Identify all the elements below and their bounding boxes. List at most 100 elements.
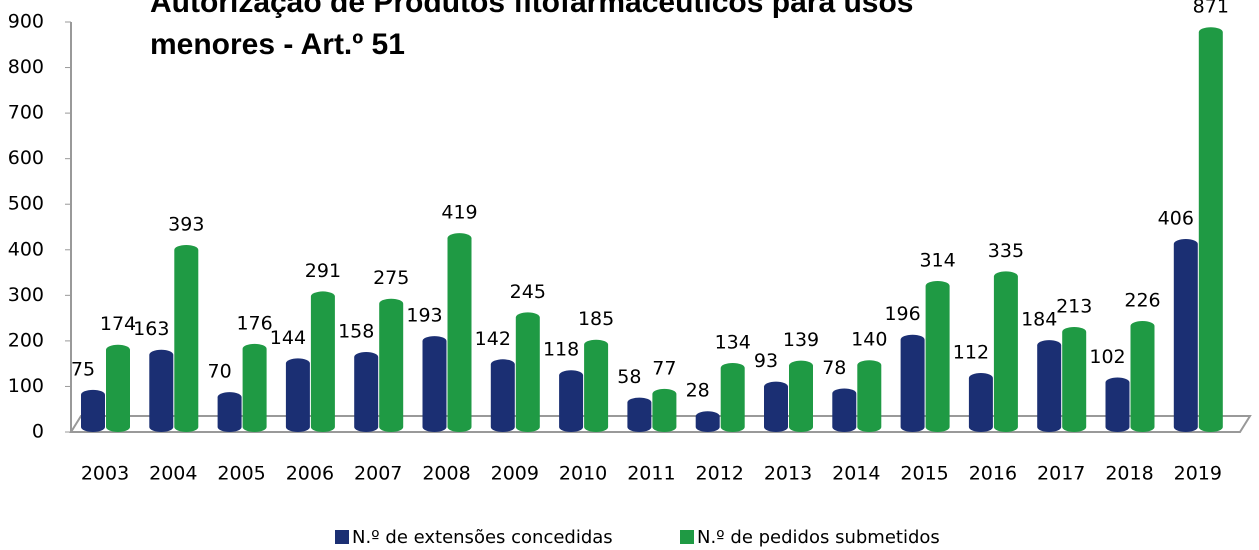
bar <box>764 381 788 432</box>
x-tick-label: 2016 <box>969 463 1017 485</box>
bar <box>857 360 882 432</box>
value-label: 134 <box>715 331 751 353</box>
value-label: 226 <box>1124 290 1160 312</box>
x-tick-label: 2009 <box>491 463 539 485</box>
bar <box>310 291 335 432</box>
value-label: 158 <box>338 321 374 343</box>
x-tick-label: 2019 <box>1174 463 1222 485</box>
bar <box>1130 321 1155 432</box>
value-label: 77 <box>652 357 676 379</box>
y-tick-label: 300 <box>8 284 44 306</box>
bar <box>174 244 199 432</box>
x-tick-label: 2004 <box>149 463 197 485</box>
bar <box>217 392 242 432</box>
legend-label: N.º de pedidos submetidos <box>697 527 940 548</box>
y-tick-label: 800 <box>8 56 44 78</box>
chart-title: Autorização de Produtos fitofarmacêutico… <box>150 0 914 19</box>
value-label: 58 <box>617 366 641 388</box>
value-label: 78 <box>822 357 846 379</box>
x-tick-label: 2010 <box>559 463 607 485</box>
bar <box>832 388 857 432</box>
bar <box>993 271 1018 432</box>
y-tick-label: 600 <box>8 147 44 169</box>
value-label: 102 <box>1089 346 1125 368</box>
value-label: 184 <box>1021 309 1057 331</box>
bar <box>900 334 925 432</box>
x-tick-label: 2006 <box>286 463 334 485</box>
x-tick-label: 2014 <box>832 463 880 485</box>
bar <box>149 349 174 432</box>
x-tick-label: 2018 <box>1105 463 1153 485</box>
value-label: 314 <box>919 249 955 271</box>
value-label: 163 <box>133 318 169 340</box>
bar <box>652 388 677 432</box>
value-label: 118 <box>543 339 579 361</box>
bar <box>81 389 105 432</box>
value-label: 393 <box>168 213 204 235</box>
bar <box>968 372 993 432</box>
y-tick-label: 400 <box>8 238 44 260</box>
bar <box>1105 377 1130 432</box>
value-label: 193 <box>406 305 442 327</box>
bar <box>789 360 813 432</box>
x-tick-label: 2013 <box>764 463 812 485</box>
bar <box>422 336 447 432</box>
bar <box>720 362 745 432</box>
value-label: 70 <box>208 361 232 383</box>
y-tick-label: 500 <box>8 193 44 215</box>
bar <box>627 397 652 432</box>
bar <box>515 312 540 432</box>
value-label: 335 <box>988 240 1024 262</box>
bar <box>925 280 950 432</box>
x-tick-label: 2007 <box>354 463 402 485</box>
value-label: 196 <box>884 303 920 325</box>
y-tick-label: 100 <box>8 375 44 397</box>
x-tick-label: 2011 <box>627 463 675 485</box>
value-label: 419 <box>441 202 477 224</box>
bar <box>1198 27 1223 432</box>
bar <box>1037 340 1062 432</box>
bar <box>242 343 267 432</box>
y-tick-label: 900 <box>8 11 44 33</box>
value-label: 275 <box>373 267 409 289</box>
value-label: 174 <box>100 313 136 335</box>
value-label: 112 <box>953 341 989 363</box>
value-label: 213 <box>1056 295 1092 317</box>
bar <box>354 352 379 432</box>
bar <box>1062 326 1087 432</box>
value-label: 142 <box>475 328 511 350</box>
x-tick-label: 2003 <box>81 463 129 485</box>
value-label: 406 <box>1158 208 1194 230</box>
bar <box>584 339 609 432</box>
x-tick-label: 2017 <box>1037 463 1085 485</box>
y-tick-label: 700 <box>8 102 44 124</box>
chart-title: menores - Art.º 51 <box>150 28 405 61</box>
value-label: 140 <box>851 329 887 351</box>
value-label: 144 <box>270 327 306 349</box>
bar <box>379 298 404 432</box>
value-label: 176 <box>236 312 272 334</box>
y-tick-label: 0 <box>32 421 44 443</box>
y-tick-label: 200 <box>8 329 44 351</box>
x-tick-label: 2008 <box>422 463 470 485</box>
bar <box>695 411 720 432</box>
value-label: 28 <box>686 380 710 402</box>
x-tick-label: 2005 <box>217 463 265 485</box>
value-label: 75 <box>71 358 95 380</box>
bar <box>106 344 130 432</box>
legend-swatch <box>680 530 694 544</box>
value-label: 139 <box>783 329 819 351</box>
value-label: 93 <box>754 350 778 372</box>
value-label: 291 <box>305 260 341 282</box>
value-label: 871 <box>1193 0 1229 18</box>
bar <box>559 370 584 432</box>
x-tick-label: 2012 <box>696 463 744 485</box>
bar <box>490 359 515 432</box>
x-tick-label: 2015 <box>900 463 948 485</box>
legend-swatch <box>335 530 349 544</box>
bar <box>285 358 310 432</box>
legend-label: N.º de extensões concedidas <box>352 527 613 548</box>
bar <box>447 233 472 432</box>
value-label: 245 <box>510 281 546 303</box>
